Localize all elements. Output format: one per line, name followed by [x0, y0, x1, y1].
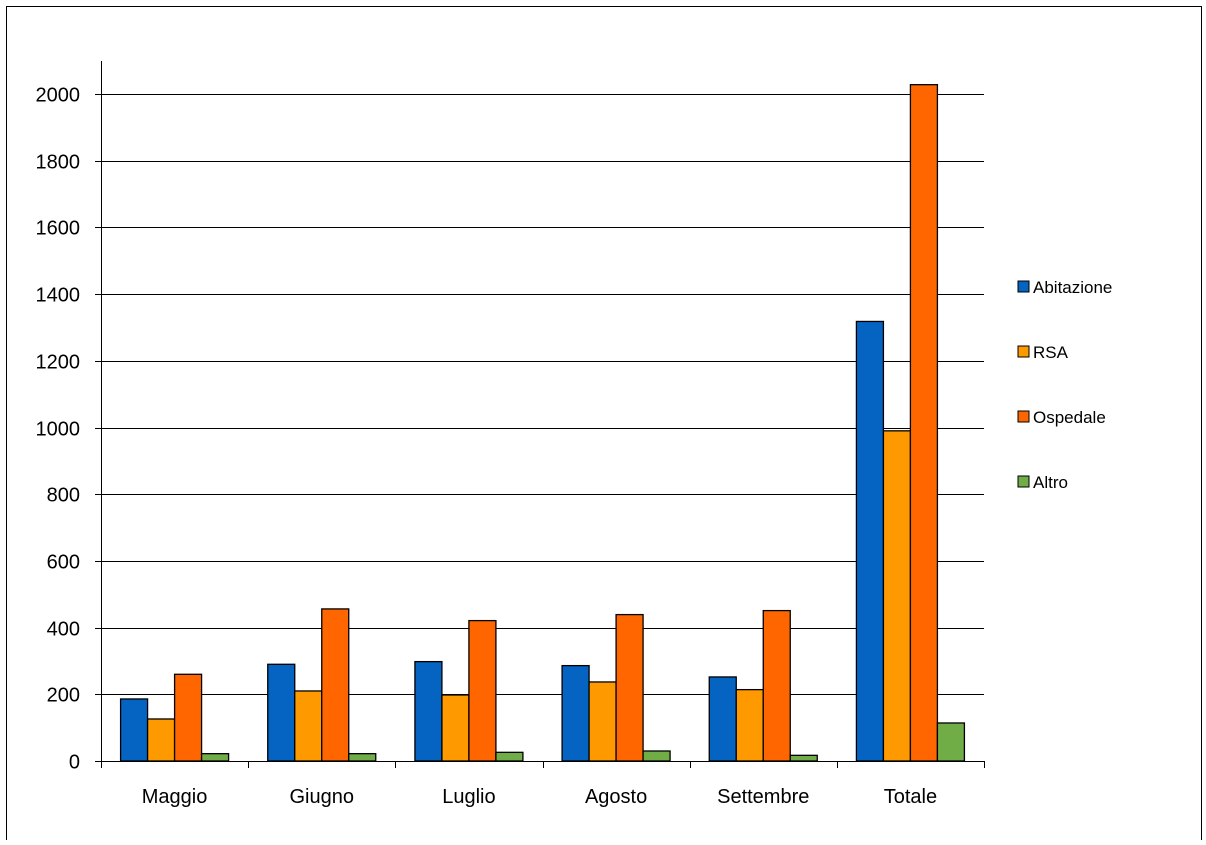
- legend-label-altro: Altro: [1033, 473, 1068, 492]
- bar-ospedale-agosto: [615, 613, 644, 762]
- legend-swatch-abitazione: [1017, 280, 1030, 293]
- y-tick-label: 1000: [36, 419, 81, 441]
- bar-ospedale-luglio: [468, 619, 497, 762]
- y-tick-label: 1400: [36, 285, 81, 307]
- bar-rsa-settembre: [735, 688, 764, 762]
- gridlines: [101, 94, 984, 695]
- bar-altro-luglio: [495, 751, 524, 762]
- y-tick-label: 2000: [36, 85, 81, 107]
- y-tick-label: 600: [47, 552, 80, 574]
- bar-rsa-agosto: [588, 681, 617, 762]
- x-tick-label: Luglio: [442, 786, 495, 808]
- x-tick-label: Agosto: [585, 786, 647, 808]
- bar-abitazione-giugno: [267, 663, 296, 762]
- y-tick-label: 0: [69, 752, 80, 774]
- bar-ospedale-giugno: [321, 608, 350, 762]
- bar-altro-settembre: [789, 754, 818, 762]
- x-tick-label: Maggio: [142, 786, 208, 808]
- y-tick-labels: 0 200 400 600 800 1000 1200 1400 1600 1800 2000: [36, 85, 81, 774]
- legend-swatch-rsa: [1017, 345, 1030, 358]
- bar-abitazione-luglio: [414, 660, 443, 762]
- x-tick-label: Totale: [884, 786, 937, 808]
- bar-rsa-giugno: [294, 690, 323, 762]
- bar-rsa-maggio: [146, 718, 176, 762]
- y-tick-label: 800: [47, 485, 80, 507]
- y-tick-label: 1600: [36, 218, 81, 240]
- bar-abitazione-totale: [855, 320, 885, 762]
- legend-label-rsa: RSA: [1033, 343, 1069, 362]
- bar-ospedale-totale: [909, 84, 939, 762]
- bar-altro-maggio: [200, 753, 230, 762]
- bar-abitazione-agosto: [561, 664, 590, 762]
- y-tick-label: 1800: [36, 152, 81, 174]
- bar-altro-totale: [936, 722, 966, 762]
- y-tick-label: 200: [47, 685, 80, 707]
- bar-altro-giugno: [348, 753, 377, 762]
- axes: [95, 61, 985, 768]
- bars: [119, 84, 966, 762]
- legend-label-abitazione: Abitazione: [1033, 278, 1112, 297]
- bar-altro-agosto: [642, 750, 671, 762]
- bar-rsa-luglio: [441, 694, 470, 762]
- legend-swatch-ospedale: [1017, 410, 1030, 423]
- y-tick-label: 400: [47, 619, 80, 641]
- bar-abitazione-settembre: [708, 676, 737, 762]
- bar-ospedale-settembre: [762, 609, 791, 762]
- legend-swatch-altro: [1017, 475, 1030, 488]
- bar-rsa-totale: [882, 430, 912, 762]
- bar-ospedale-maggio: [173, 673, 203, 762]
- x-tick-label: Giugno: [290, 786, 355, 808]
- y-tick-label: 1200: [36, 352, 81, 374]
- bar-abitazione-maggio: [119, 698, 149, 762]
- x-tick-labels: Maggio Giugno Luglio Agosto Settembre Totale: [142, 786, 937, 808]
- legend-label-ospedale: Ospedale: [1033, 408, 1106, 427]
- x-tick-label: Settembre: [717, 786, 809, 808]
- legend: Abitazione RSA Ospedale Altro: [1017, 278, 1112, 492]
